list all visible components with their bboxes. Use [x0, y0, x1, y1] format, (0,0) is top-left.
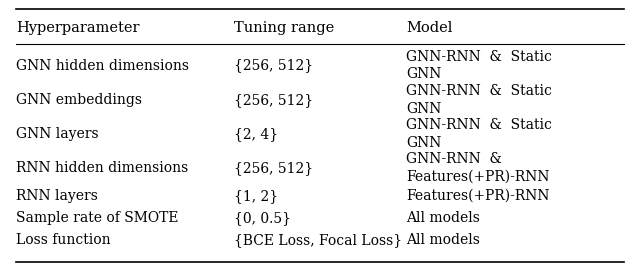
Text: {2, 4}: {2, 4}	[234, 127, 278, 141]
Text: {256, 512}: {256, 512}	[234, 93, 313, 107]
Text: {256, 512}: {256, 512}	[234, 161, 313, 175]
Text: GNN-RNN  &  Static
GNN: GNN-RNN & Static GNN	[406, 84, 552, 116]
Text: Hyperparameter: Hyperparameter	[16, 21, 140, 35]
Text: Sample rate of SMOTE: Sample rate of SMOTE	[16, 211, 179, 225]
Text: {1, 2}: {1, 2}	[234, 189, 278, 203]
Text: RNN hidden dimensions: RNN hidden dimensions	[16, 161, 188, 175]
Text: All models: All models	[406, 233, 480, 247]
Text: {0, 0.5}: {0, 0.5}	[234, 211, 291, 225]
Text: GNN hidden dimensions: GNN hidden dimensions	[16, 58, 189, 73]
Text: Loss function: Loss function	[16, 233, 111, 247]
Text: {256, 512}: {256, 512}	[234, 58, 313, 73]
Text: Model: Model	[406, 21, 452, 35]
Text: GNN-RNN  &
Features(+PR)-RNN: GNN-RNN & Features(+PR)-RNN	[406, 152, 550, 184]
Text: All models: All models	[406, 211, 480, 225]
Text: GNN embeddings: GNN embeddings	[16, 93, 142, 107]
Text: GNN layers: GNN layers	[16, 127, 99, 141]
Text: Tuning range: Tuning range	[234, 21, 334, 35]
Text: Features(+PR)-RNN: Features(+PR)-RNN	[406, 189, 550, 203]
Text: GNN-RNN  &  Static
GNN: GNN-RNN & Static GNN	[406, 118, 552, 150]
Text: GNN-RNN  &  Static
GNN: GNN-RNN & Static GNN	[406, 49, 552, 82]
Text: RNN layers: RNN layers	[16, 189, 98, 203]
Text: {BCE Loss, Focal Loss}: {BCE Loss, Focal Loss}	[234, 233, 402, 247]
